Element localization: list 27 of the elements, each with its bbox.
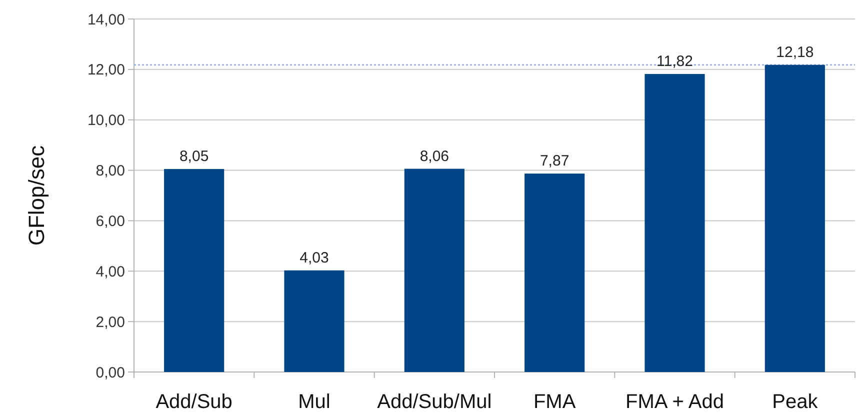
x-tick-label: Mul: [298, 391, 330, 413]
bar: [764, 64, 825, 372]
data-label: 12,18: [776, 44, 814, 61]
y-tick-label: 2,00: [96, 314, 125, 331]
bar: [164, 169, 224, 372]
y-tick-label: 10,00: [87, 112, 125, 130]
y-tick-label: 0,00: [96, 364, 125, 382]
y-tick-label: 14,00: [87, 11, 125, 28]
bar: [644, 74, 705, 372]
data-label: 8,06: [420, 148, 450, 165]
y-tick-label: 12,00: [87, 62, 125, 79]
x-tick-label: Peak: [772, 391, 819, 413]
data-label: 8,05: [179, 148, 209, 166]
x-tick-label: Add/Sub: [156, 391, 232, 413]
y-axis-title: GFlop/sec: [24, 145, 49, 246]
data-label: 11,82: [656, 52, 693, 70]
y-tick-label: 6,00: [96, 212, 125, 230]
x-tick-label: FMA + Add: [626, 391, 724, 413]
bar: [524, 174, 585, 372]
data-label: 7,87: [540, 152, 570, 170]
y-tick-label: 8,00: [96, 162, 125, 180]
bar: [404, 168, 464, 372]
x-tick-label: FMA: [533, 391, 576, 413]
x-tick-label: Add/Sub/Mul: [377, 391, 492, 413]
bar: [284, 270, 344, 372]
data-label: 4,03: [300, 249, 329, 266]
y-tick-label: 4,00: [96, 263, 125, 280]
